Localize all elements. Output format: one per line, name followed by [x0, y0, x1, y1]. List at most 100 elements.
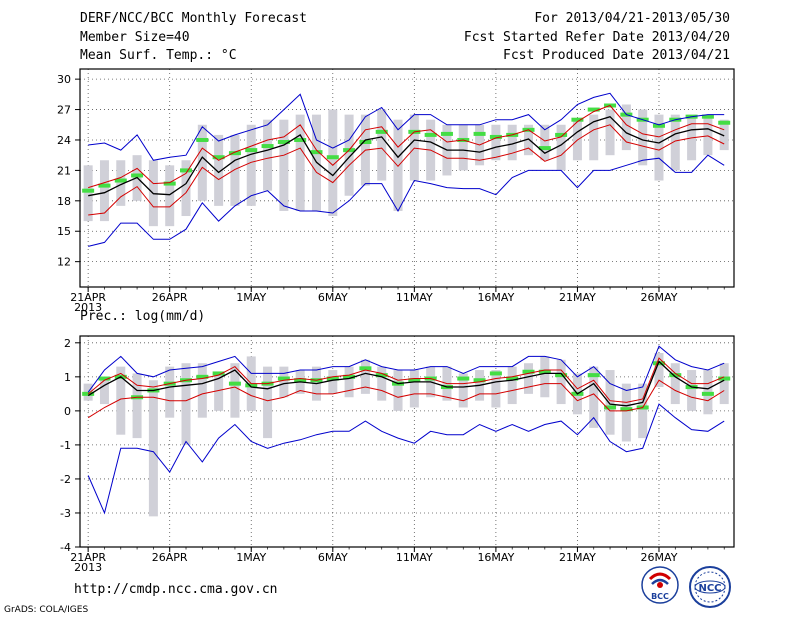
precip-range-bar	[638, 383, 648, 439]
temp-range-bar	[83, 165, 93, 222]
precip-range-bar	[556, 359, 566, 405]
variable-label: Mean Surf. Temp.: °C	[80, 48, 237, 63]
precip-range-bar	[197, 363, 207, 418]
precip-ytick-label: 2	[64, 337, 71, 350]
temp-range-bar	[703, 114, 713, 156]
temp-obs-mark	[131, 173, 144, 178]
member-size-label: Member Size=40	[80, 30, 190, 45]
chart-title: DERF/NCC/BCC Monthly Forecast	[80, 11, 307, 26]
temp-upper-envelope-line	[88, 92, 725, 161]
temp-obs-mark	[652, 123, 665, 128]
temp-xtick-label: 1MAY	[236, 291, 266, 304]
precip-range-bar	[687, 370, 697, 411]
temp-xtick-label: 6MAY	[318, 291, 348, 304]
precip-obs-mark	[457, 376, 470, 381]
precip-obs-mark	[522, 369, 535, 374]
temp-obs-mark	[98, 183, 111, 188]
temp-obs-mark	[326, 155, 339, 160]
precip-range-bar	[377, 366, 387, 401]
ncc-logo: NCC	[689, 566, 731, 608]
temp-lower-spread-line	[88, 124, 725, 216]
temp-obs-mark	[310, 150, 323, 155]
precip-range-bar	[99, 376, 109, 405]
precip-range-bar	[263, 366, 273, 439]
temp-range-bar	[377, 109, 387, 181]
temp-range-bar	[670, 114, 680, 171]
precip-obs-mark	[82, 391, 95, 396]
precip-range-bar	[230, 363, 240, 418]
precip-obs-mark	[620, 407, 633, 412]
temp-obs-mark	[555, 132, 568, 137]
temp-ytick-label: 30	[57, 73, 71, 86]
temp-obs-mark	[294, 137, 307, 142]
precip-ensemble-mean-line	[87, 360, 725, 407]
temp-range-bar	[719, 119, 729, 151]
precip-upper-envelope-line	[87, 345, 725, 393]
precip-obs-mark	[669, 373, 682, 378]
precip-ytick-label: -2	[60, 473, 71, 486]
precip-range-bar	[148, 380, 158, 517]
temp-range-bar	[507, 124, 517, 161]
precip-xtick-label: 16MAY	[477, 551, 514, 564]
temp-range-bar	[638, 109, 648, 166]
temp-ytick-label: 15	[57, 225, 71, 238]
source-url[interactable]: http://cmdp.ncc.cma.gov.cn	[74, 582, 278, 597]
precip-range-bar	[214, 373, 224, 411]
temp-obs-mark	[245, 148, 258, 153]
temp-range-bar	[540, 124, 550, 161]
temp-obs-mark	[261, 144, 274, 149]
precip-range-bar	[524, 363, 534, 394]
temp-xtick-label: 26MAY	[641, 291, 678, 304]
precip-range-bar	[360, 359, 370, 394]
precip-obs-mark	[196, 374, 209, 379]
precip-range-bar	[605, 370, 615, 435]
precip-upper-spread-line	[87, 357, 725, 403]
precip-xtick-label: 26MAY	[641, 551, 678, 564]
temp-range-bar	[654, 114, 664, 181]
temp-range-bar	[393, 119, 403, 211]
precip-xtick-label: 26APR	[152, 551, 188, 564]
ncc-logo-text: NCC	[698, 583, 721, 594]
temp-range-bar	[589, 114, 599, 161]
temp-year-label: 2013	[74, 301, 102, 314]
temp-xtick-label: 11MAY	[396, 291, 433, 304]
temp-obs-mark	[82, 188, 95, 193]
precip-obs-mark	[212, 371, 225, 376]
precip-xtick-label: 11MAY	[396, 551, 433, 564]
precip-obs-mark	[277, 376, 290, 381]
precip-range-bar	[621, 383, 631, 442]
temp-obs-mark	[114, 178, 127, 183]
temp-range-bar	[165, 165, 175, 227]
temp-ytick-label: 24	[57, 134, 71, 147]
precip-lower-spread-line	[87, 379, 725, 419]
temp-xtick-label: 21MAY	[559, 291, 596, 304]
precip-range-bar	[540, 356, 550, 398]
temp-xtick-label: 26APR	[152, 291, 188, 304]
temp-range-bar	[197, 124, 207, 201]
temp-obs-mark	[424, 132, 437, 137]
temp-range-bar	[116, 160, 126, 206]
precip-range-bar	[670, 363, 680, 405]
precip-obs-mark	[245, 383, 258, 388]
precip-obs-mark	[326, 376, 339, 381]
temp-obs-mark	[587, 107, 600, 112]
temp-obs-mark	[718, 120, 731, 125]
precip-range-bar	[654, 353, 664, 388]
bcc-logo-text: BCC	[651, 592, 669, 601]
temp-range-bar	[491, 124, 501, 161]
forecast-period: For 2013/04/21-2013/05/30	[534, 11, 730, 26]
temp-xtick-label: 16MAY	[477, 291, 514, 304]
precip-obs-mark	[294, 378, 307, 383]
precip-frame	[79, 335, 735, 548]
precip-obs-mark	[343, 374, 356, 379]
temp-range-bar	[263, 119, 273, 191]
precip-xtick-label: 21MAY	[559, 551, 596, 564]
precip-range-bar	[719, 363, 729, 405]
temp-obs-mark	[375, 129, 388, 134]
precip-lower-envelope-line	[87, 403, 725, 515]
started-date: Fcst Started Refer Date 2013/04/20	[463, 30, 730, 45]
temp-obs-mark	[538, 146, 551, 151]
temp-ytick-label: 21	[57, 164, 71, 177]
temp-range-bar	[409, 114, 419, 181]
